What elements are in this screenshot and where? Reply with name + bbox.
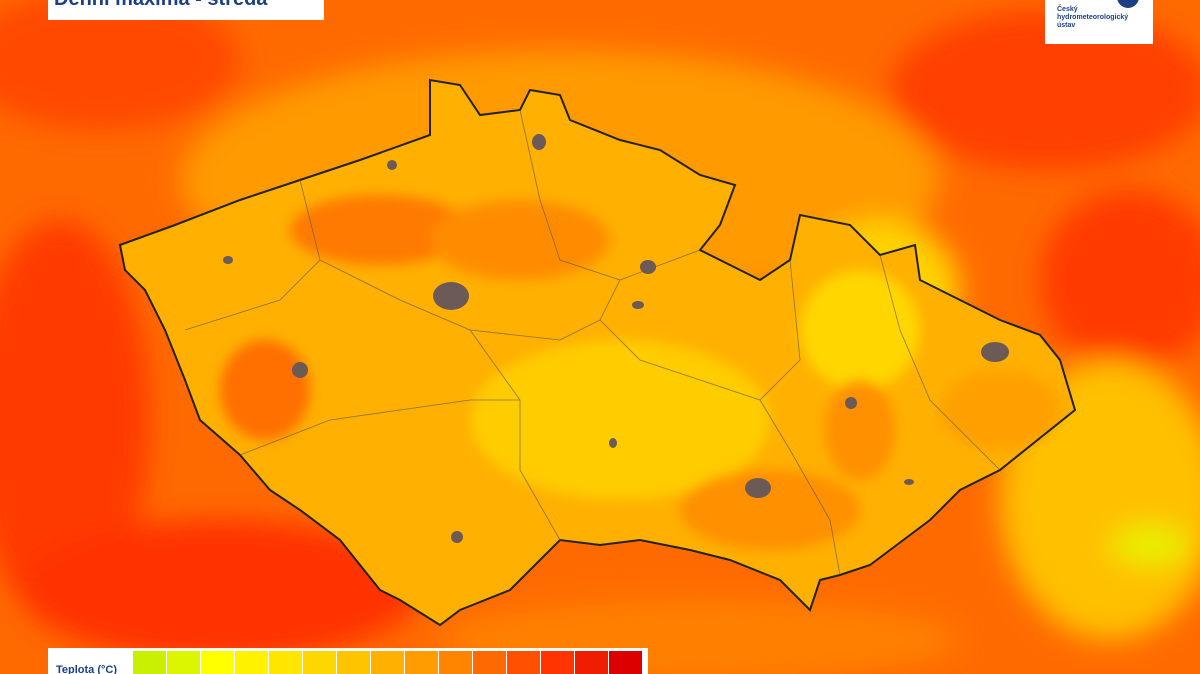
legend-swatch — [235, 651, 269, 674]
legend-swatch — [133, 651, 167, 674]
logo-mark — [1117, 0, 1139, 8]
legend-swatch — [371, 651, 405, 674]
country-field — [220, 195, 1060, 550]
city — [745, 478, 771, 498]
city — [292, 362, 308, 378]
field-blob — [1040, 190, 1200, 370]
city — [387, 160, 397, 170]
legend-swatch — [167, 651, 201, 674]
legend-swatch — [439, 651, 473, 674]
field-blob — [825, 380, 895, 480]
field-blob — [680, 470, 860, 550]
field-blob — [1110, 525, 1190, 565]
region-border — [239, 399, 520, 456]
title: Denní maxima - středa — [48, 0, 324, 20]
city — [609, 438, 617, 448]
region-border — [184, 259, 321, 331]
legend-swatch — [201, 651, 235, 674]
field-blob — [290, 195, 470, 265]
legend-swatch — [303, 651, 337, 674]
field-blob — [890, 10, 1200, 170]
region-border — [759, 399, 841, 576]
logo-text: Český hydrometeorologický ústav — [1057, 6, 1129, 29]
city — [532, 134, 546, 150]
legend-swatch — [473, 651, 507, 674]
logo: Český hydrometeorologický ústav — [1045, 0, 1153, 44]
legend-swatch — [609, 651, 643, 674]
legend-swatch — [575, 651, 609, 674]
city — [845, 397, 857, 409]
city — [223, 256, 233, 264]
field-blob — [20, 520, 420, 660]
field-blob — [940, 370, 1060, 450]
country-border — [118, 78, 1077, 627]
legend-swatch — [507, 651, 541, 674]
legend-swatch — [269, 651, 303, 674]
legend-swatch — [405, 651, 439, 674]
legend-swatch — [541, 651, 575, 674]
field-blob — [470, 340, 770, 500]
field-blob — [220, 340, 310, 440]
cities — [223, 134, 1009, 543]
field-blob — [0, 0, 240, 130]
region-border — [519, 109, 621, 281]
legend: Teplota (°C) — [48, 648, 648, 674]
city — [640, 260, 656, 274]
field-blob — [800, 270, 920, 390]
field-blob — [430, 200, 610, 280]
city — [632, 301, 644, 309]
city — [904, 479, 914, 485]
city — [451, 531, 463, 543]
region-border — [879, 254, 1001, 471]
field-blob — [0, 220, 150, 620]
region-border — [599, 259, 801, 401]
city — [981, 342, 1009, 362]
legend-label: Teplota (°C) — [56, 664, 118, 674]
legend-swatch — [337, 651, 371, 674]
city — [433, 282, 469, 310]
